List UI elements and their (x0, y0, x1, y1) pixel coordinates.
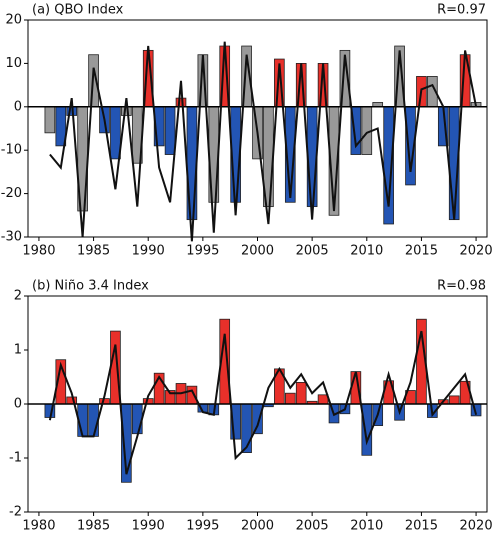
bar (175, 97, 187, 108)
bar (44, 106, 56, 134)
y-tick-label: 2 (14, 289, 22, 304)
y-tick-label: 10 (5, 56, 22, 71)
y-tick-label: -20 (1, 186, 22, 201)
x-tick-label: 1980 (22, 519, 55, 534)
y-tick-label: -30 (1, 230, 22, 245)
bar (121, 106, 132, 116)
y-tick-label: 20 (5, 13, 22, 28)
x-tick-label: 2000 (241, 244, 274, 259)
x-tick-label: 2020 (460, 244, 493, 259)
bar (131, 403, 143, 435)
plot-frame (27, 295, 488, 513)
bar (284, 392, 296, 405)
y-tick-label: -2 (9, 505, 22, 520)
x-tick-label: 2005 (296, 519, 329, 534)
bar (164, 106, 176, 155)
y-tick-label: -10 (1, 143, 22, 158)
bar (317, 394, 329, 405)
panel-title: (a) QBO Index (32, 3, 124, 18)
y-tick-label: 1 (14, 343, 22, 358)
x-tick-label: 1985 (77, 519, 110, 534)
x-tick-label: 1995 (186, 244, 219, 259)
bar (186, 385, 198, 405)
bar (295, 381, 307, 405)
annotation: R=0.98 (437, 279, 486, 294)
x-tick-label: 2000 (241, 519, 274, 534)
x-tick-label: 2015 (405, 519, 438, 534)
x-tick-label: 2005 (296, 244, 329, 259)
x-tick-label: 1980 (22, 244, 55, 259)
x-tick-label: 2015 (405, 244, 438, 259)
annotation: R=0.97 (437, 3, 486, 18)
x-tick-label: 2020 (460, 519, 493, 534)
x-tick-label: 2010 (350, 244, 383, 259)
x-tick-label: 1990 (132, 519, 165, 534)
line (48, 330, 478, 475)
x-tick-label: 1995 (186, 519, 219, 534)
panel-title: (b) Niño 3.4 Index (32, 279, 149, 294)
y-tick-label: 0 (14, 397, 22, 412)
plot-frame (27, 19, 488, 238)
y-tick-label: 0 (14, 99, 22, 114)
x-tick-label: 2010 (350, 519, 383, 534)
bar (361, 403, 373, 456)
x-tick-label: 1985 (77, 244, 110, 259)
x-tick-label: 1990 (132, 244, 165, 259)
line (49, 41, 478, 242)
bar (448, 395, 460, 405)
bar (252, 403, 263, 435)
y-tick-label: -1 (9, 451, 22, 466)
bar (110, 106, 121, 160)
